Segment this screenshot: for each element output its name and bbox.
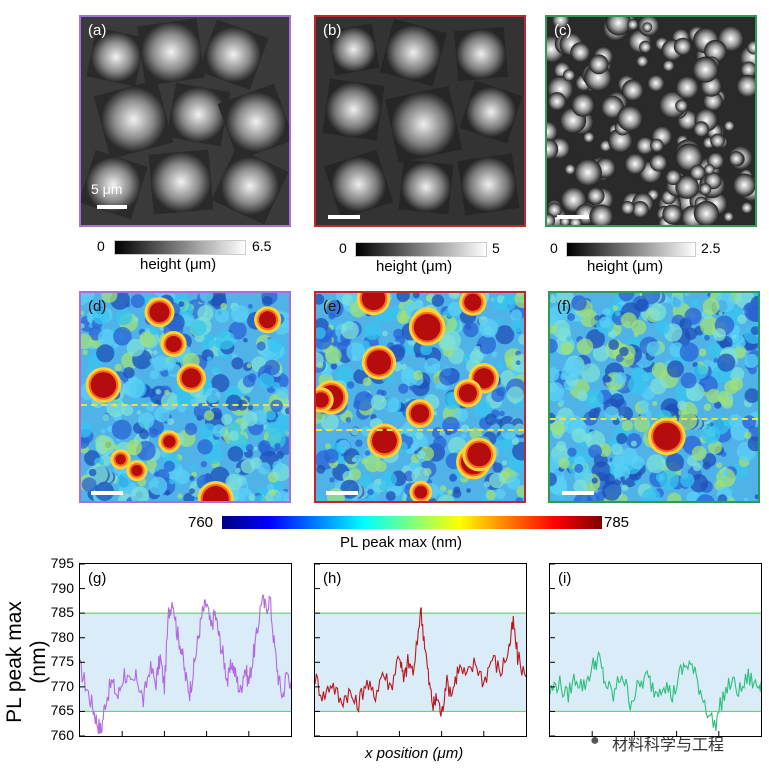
scale-text: 5 μm [91, 181, 123, 197]
pl-profile-line [315, 607, 526, 717]
panel-label-f: (f) [557, 298, 572, 315]
panel-label-e: (e) [323, 298, 342, 315]
scale-bar [91, 491, 123, 495]
height-map-c-image [547, 17, 755, 225]
height-cbar-a [114, 240, 246, 255]
height-cbar-c-max: 2.5 [701, 240, 721, 256]
panel-label-i: (i) [558, 570, 572, 587]
panel-label-d: (d) [88, 298, 107, 315]
scale-bar [97, 205, 127, 209]
range-band [80, 613, 291, 712]
scale-bar [326, 491, 358, 495]
pl-profile-line [80, 594, 291, 734]
line-profile-marker [316, 429, 524, 431]
pl-cbar-min: 760 [188, 514, 214, 531]
range-band [315, 613, 526, 712]
panel-label-h: (h) [323, 570, 342, 587]
height-cbar-c-min: 0 [550, 240, 558, 256]
height-cbar-b-min: 0 [339, 240, 347, 256]
height-cbar-c-label: height (μm) [587, 258, 664, 275]
height-cbar-b [355, 242, 487, 257]
scale-bar [557, 215, 589, 219]
height-cbar-a-max: 6.5 [252, 238, 272, 254]
y-tick-label: 770 [50, 677, 74, 694]
y-tick-label: 790 [50, 579, 74, 596]
scale-bar [562, 491, 594, 495]
pl-profile-line [550, 650, 761, 731]
y-tick-label: 785 [50, 604, 74, 621]
panel-label-b: (b) [323, 22, 342, 39]
y-tick-label: 775 [50, 653, 74, 670]
height-map-a-image [81, 17, 289, 225]
pl-map-f: (f) [548, 291, 760, 503]
pl-map-d: (d) [79, 291, 291, 503]
y-tick-label: 795 [50, 555, 74, 571]
y-tick-label: 760 [50, 727, 74, 743]
height-cbar-c [566, 242, 696, 257]
height-cbar-a-min: 0 [97, 238, 105, 254]
pl-map-f-image [550, 293, 758, 501]
profile-plot-i-svg [550, 564, 761, 736]
pl-map-e-image [316, 293, 524, 501]
wechat-icon: ● [590, 732, 600, 749]
profile-plot-g: (g) [79, 563, 292, 737]
pl-map-e: (e) [314, 291, 526, 503]
profile-plot-h: (h) [314, 563, 527, 737]
y-tick-label: 765 [50, 702, 74, 719]
pl-map-d-image [81, 293, 289, 501]
pl-cbar-max: 785 [604, 514, 630, 531]
scale-bar [328, 215, 360, 219]
watermark-text: 材料科学与工程 [612, 737, 725, 754]
height-cbar-b-label: height (μm) [376, 258, 453, 275]
x-axis-title: x position (μm) [365, 745, 464, 762]
range-band [550, 613, 761, 712]
profile-plot-i: (i) [549, 563, 762, 737]
pl-cbar [222, 516, 602, 529]
height-cbar-a-label: height (μm) [140, 256, 217, 273]
height-cbar-b-max: 5 [492, 240, 500, 256]
profile-plot-g-svg [80, 564, 291, 736]
panel-label-c: (c) [554, 22, 572, 39]
line-profile-marker [81, 404, 289, 406]
panel-label-g: (g) [88, 570, 107, 587]
profile-plot-h-svg [315, 564, 526, 736]
height-map-a: (a) 5 μm [79, 15, 291, 227]
line-profile-marker [550, 418, 758, 420]
panel-label-a: (a) [88, 22, 107, 39]
pl-cbar-label: PL peak max (nm) [340, 534, 462, 551]
height-map-b: (b) [314, 15, 526, 227]
height-map-b-image [316, 17, 524, 225]
y-tick-label: 780 [50, 628, 74, 645]
height-map-c: (c) [545, 15, 757, 227]
